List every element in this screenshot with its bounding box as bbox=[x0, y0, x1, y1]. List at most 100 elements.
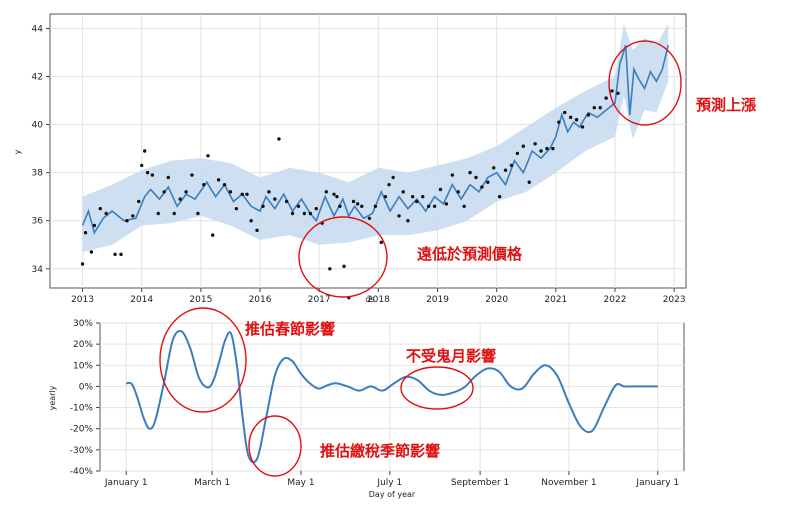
forecast-x-tick-label: 2021 bbox=[544, 295, 567, 305]
observed-point bbox=[328, 267, 332, 271]
observed-point bbox=[284, 199, 289, 204]
yearly-y-tick-label: 0% bbox=[79, 382, 94, 392]
yearly-y-ticks: 30% 20% 10% 0% -10% -20% -30% -40% bbox=[70, 319, 100, 477]
observed-point bbox=[598, 106, 602, 110]
observed-point bbox=[486, 180, 490, 184]
observed-point bbox=[273, 197, 277, 201]
observed-point bbox=[497, 194, 502, 199]
observed-point bbox=[178, 197, 182, 201]
observed-point bbox=[456, 190, 460, 194]
observed-point bbox=[240, 192, 244, 196]
observed-point bbox=[468, 170, 472, 175]
observed-point bbox=[568, 115, 573, 120]
observed-point bbox=[367, 216, 372, 220]
forecast-y-tick-label: 36 bbox=[32, 217, 44, 227]
observed-point bbox=[308, 211, 313, 216]
observed-point bbox=[196, 211, 200, 216]
yearly-x-tick-label: January 1 bbox=[104, 478, 148, 488]
observed-point bbox=[290, 211, 295, 216]
observed-point bbox=[184, 190, 188, 194]
yearly-y-tick-label: 10% bbox=[73, 361, 93, 371]
yearly-x-tick-label: November 1 bbox=[541, 478, 596, 488]
observed-point bbox=[521, 144, 526, 148]
uncertainty-band bbox=[82, 23, 669, 252]
observed-point bbox=[360, 204, 364, 208]
observed-point bbox=[342, 264, 346, 269]
forecast-x-tick-label: 2019 bbox=[426, 295, 449, 305]
observed-point bbox=[267, 190, 271, 194]
observed-point bbox=[190, 173, 194, 177]
observed-point bbox=[277, 137, 281, 141]
observed-point bbox=[228, 190, 233, 194]
observed-point bbox=[140, 163, 144, 168]
observed-point bbox=[410, 194, 415, 199]
yearly-panel: January 1 March 1 May 1 July 1 September 1 No… bbox=[48, 319, 685, 499]
yearly-plot-frame bbox=[99, 322, 685, 472]
forecast-y-ticks: 34 36 38 40 42 44 bbox=[32, 24, 50, 275]
observed-point bbox=[557, 120, 561, 124]
yearly-y-tick-label: 20% bbox=[73, 340, 93, 350]
observed-point bbox=[527, 180, 531, 184]
ghost-month-circle bbox=[400, 366, 474, 410]
forecast-x-tick-label: 2022 bbox=[604, 295, 627, 305]
observed-point bbox=[255, 228, 259, 233]
observed-point bbox=[586, 113, 591, 117]
observed-point bbox=[150, 173, 155, 177]
observed-point bbox=[563, 110, 567, 115]
forecast-y-tick-label: 44 bbox=[32, 24, 44, 34]
observed-point bbox=[492, 166, 496, 170]
observed-point bbox=[432, 204, 437, 208]
observed-point bbox=[332, 192, 336, 196]
observed-point bbox=[406, 219, 410, 223]
observed-point bbox=[142, 149, 147, 153]
yearly-x-tick-label: September 1 bbox=[451, 478, 509, 488]
observed-point bbox=[592, 106, 596, 110]
observed-point bbox=[450, 173, 455, 177]
observed-point bbox=[216, 178, 221, 182]
tax-annotation: 推估繳稅季節影響 bbox=[320, 442, 440, 460]
observed-point bbox=[415, 199, 419, 204]
observed-point bbox=[104, 211, 108, 216]
observed-point bbox=[206, 154, 210, 158]
yearly-series-line bbox=[126, 329, 658, 464]
forecast-x-tick-label: 2017 bbox=[308, 295, 331, 305]
yearly-x-ticks: January 1 March 1 May 1 July 1 September 1 No… bbox=[104, 471, 679, 488]
rise-annotation: 預測上漲 bbox=[696, 96, 757, 114]
forecast-x-tick-label: 2015 bbox=[189, 295, 212, 305]
observed-point bbox=[137, 199, 141, 204]
forecast-y-tick-label: 38 bbox=[32, 169, 44, 179]
observed-point bbox=[383, 194, 388, 199]
forecast-x-tick-label: 2016 bbox=[249, 295, 272, 305]
observed-point bbox=[202, 182, 206, 187]
yearly-y-tick-label: -10% bbox=[70, 404, 94, 414]
observed-point bbox=[387, 182, 391, 187]
observed-point bbox=[509, 163, 514, 168]
observed-point bbox=[125, 219, 129, 223]
observed-point bbox=[397, 214, 401, 218]
observed-point bbox=[355, 202, 360, 206]
forecast-x-ticks: 2013 2014 2015 2016 2017 2018 2019 2020 2021 2022… bbox=[71, 288, 686, 305]
observed-point bbox=[302, 211, 307, 216]
observed-point bbox=[92, 223, 97, 228]
yearly-x-tick-label: May 1 bbox=[287, 478, 314, 488]
observed-point bbox=[616, 91, 620, 96]
forecast-y-tick-label: 40 bbox=[32, 121, 44, 131]
observed-point bbox=[474, 175, 478, 180]
observed-point bbox=[462, 204, 466, 208]
observed-point bbox=[391, 175, 395, 180]
observed-point bbox=[166, 175, 171, 180]
observed-point bbox=[539, 149, 543, 153]
observed-point bbox=[245, 192, 249, 196]
forecast-y-tick-label: 34 bbox=[32, 265, 44, 275]
yearly-x-tick-label: March 1 bbox=[194, 478, 230, 488]
yearly-grid bbox=[100, 322, 684, 472]
observed-point bbox=[533, 142, 537, 146]
observed-point bbox=[172, 211, 176, 216]
uncertainty-band-area bbox=[82, 23, 669, 252]
observed-point bbox=[401, 190, 405, 194]
yearly-x-tick-label: January 1 bbox=[635, 478, 679, 488]
observed-point bbox=[261, 204, 265, 208]
forecast-series-line bbox=[81, 45, 670, 235]
yearly-line bbox=[126, 329, 658, 464]
